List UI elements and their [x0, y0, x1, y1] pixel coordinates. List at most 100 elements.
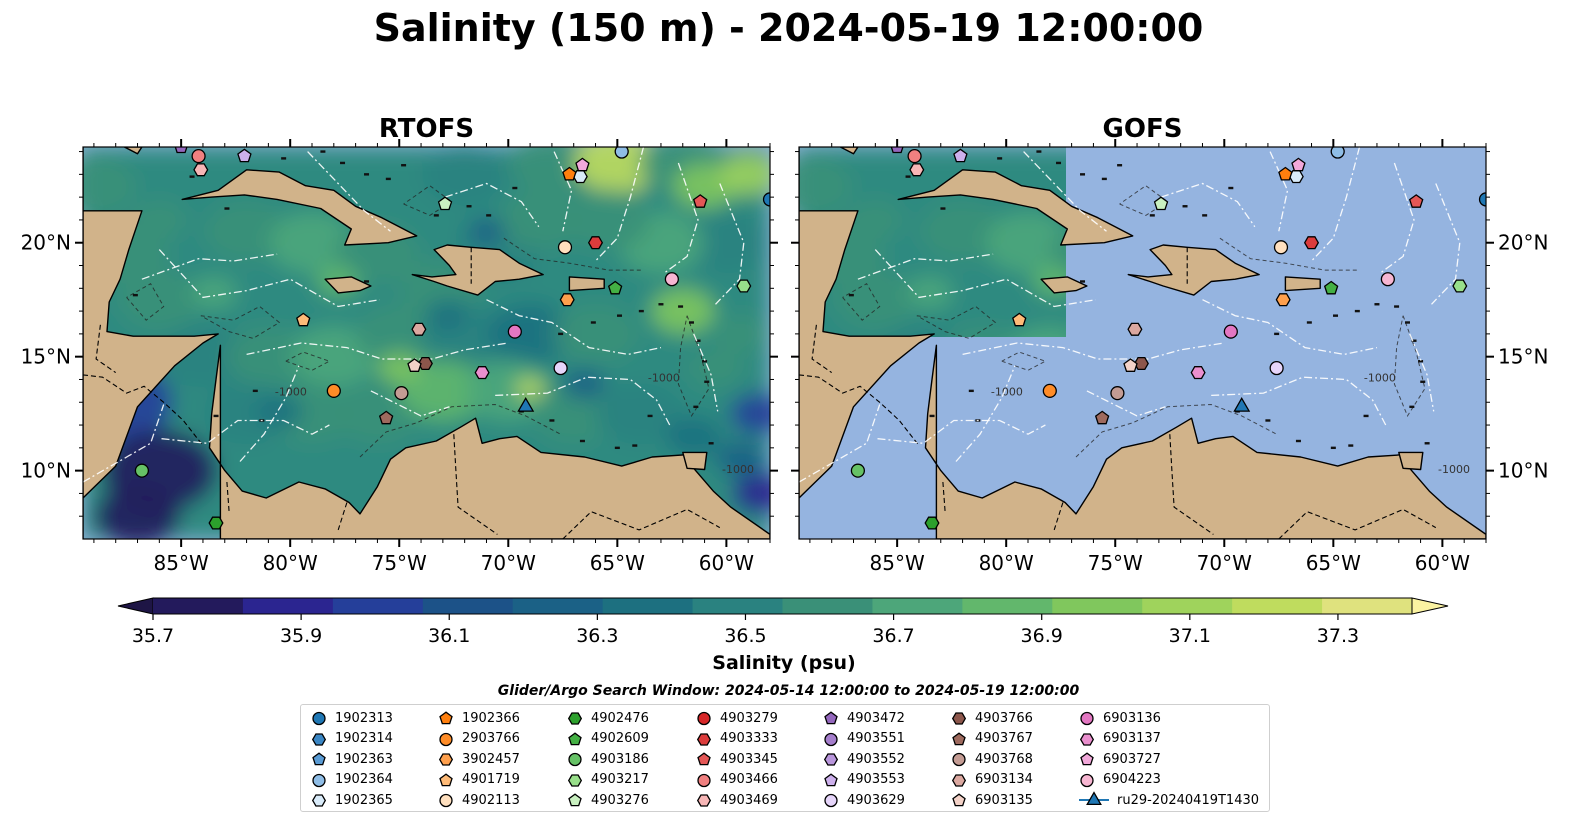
legend-marker — [312, 711, 326, 726]
legend-item-label: 1902314 — [335, 731, 393, 747]
marker-4903469 — [909, 163, 925, 177]
legend-item-label: 4901719 — [462, 772, 520, 788]
marker-2903766 — [326, 383, 341, 398]
pentagon-marker-icon — [952, 793, 966, 807]
legend-marker — [952, 753, 966, 767]
legend-marker — [567, 774, 583, 787]
marker-4903629 — [553, 360, 568, 376]
lon-tick-label: 80°W — [263, 551, 318, 575]
colorbar-segment — [512, 598, 604, 614]
hexagon-marker-icon — [438, 753, 454, 766]
legend-marker — [568, 753, 582, 767]
marker-1902364 — [614, 147, 629, 159]
marker-4903186 — [850, 463, 865, 478]
marker-6903134 — [411, 322, 427, 336]
legend-item-label: 4903768 — [975, 751, 1033, 767]
colorbar-segment — [1052, 598, 1143, 614]
pentagon-marker-icon — [1080, 752, 1094, 766]
legend-marker — [567, 712, 583, 725]
legend-item-label: 4902609 — [591, 731, 649, 747]
legend-marker — [824, 794, 838, 808]
pentagon-marker-icon — [697, 752, 711, 766]
legend-item: 4903276 — [567, 790, 649, 810]
legend-marker — [312, 773, 326, 787]
legend-item: 6903135 — [951, 790, 1033, 810]
legend-marker — [952, 731, 966, 745]
marker-6904223 — [664, 272, 679, 287]
marker-4902476 — [924, 516, 940, 530]
legend-marker — [439, 773, 453, 787]
colorbar-tick-label: 37.1 — [1169, 625, 1211, 647]
legend-item-label: ru29-20240419T1430 — [1117, 792, 1260, 808]
legend-item-label: 4903333 — [720, 731, 778, 747]
colorbar-under-extend — [117, 597, 154, 615]
lon-tick-label: 65°W — [1306, 551, 1361, 575]
legend-item: 6904223 — [1079, 770, 1161, 790]
contour-label: -1000 — [722, 463, 754, 476]
colorbar-tick-label: 36.7 — [872, 625, 914, 647]
legend-item-label: 1902364 — [335, 772, 393, 788]
marker-4903276 — [1153, 196, 1169, 211]
lon-tick-label: 60°W — [1415, 551, 1470, 575]
lat-tick-label: 15°N — [1498, 345, 1548, 369]
land — [799, 147, 1486, 539]
circle-marker-icon — [1080, 773, 1094, 787]
colorbar-tick-label: 35.7 — [132, 625, 174, 647]
legend-marker — [697, 773, 711, 787]
colorbar-tick-label: 36.1 — [428, 625, 470, 647]
colorbar-segment — [962, 598, 1053, 614]
colorbar-segment — [782, 598, 874, 614]
gofs-map-panel: -1000 -1000 -1000 85°W 80°W 75°W 70°W 65°W 60°W 1… — [791, 114, 1548, 575]
marker-4902476 — [208, 516, 224, 530]
legend-item: 1902363 — [311, 749, 393, 769]
legend-item: 6903134 — [951, 770, 1033, 790]
marker-6903135 — [407, 358, 422, 372]
eez-boundaries — [799, 147, 1461, 483]
marker-1902366 — [562, 166, 577, 181]
marker-4903553 — [953, 148, 968, 163]
legend-marker — [1080, 773, 1094, 787]
legend-marker — [311, 732, 327, 746]
lat-tick-label: 10°N — [1498, 459, 1548, 483]
marker-4903466 — [191, 149, 206, 164]
legend-item: 1902314 — [311, 729, 393, 749]
legend-item-label: 4903553 — [847, 772, 905, 788]
marker-6903136 — [1223, 324, 1238, 339]
marker-6903136 — [507, 324, 522, 339]
legend-item: 4903345 — [696, 749, 778, 769]
lon-tick-label: 80°W — [979, 551, 1034, 575]
legend-item: 4903552 — [823, 749, 905, 769]
lat-tick-label: 20°N — [1498, 231, 1548, 255]
legend-marker — [823, 753, 839, 766]
triangle-marker-icon — [1079, 791, 1109, 806]
hexagon-marker-icon — [951, 712, 967, 725]
marker-1902366 — [1278, 166, 1293, 181]
colorbar-tick-label: 36.9 — [1021, 625, 1063, 647]
float-markers — [850, 131, 1486, 530]
marker-1902364 — [1330, 147, 1345, 159]
legend-item-label: 1902365 — [335, 792, 393, 808]
legend-item-label: 2903766 — [462, 731, 520, 747]
legend-title: Glider/Argo Search Window: 2024-05-14 12… — [497, 683, 1080, 699]
legend-item: 1902365 — [311, 790, 393, 810]
colorbar-label: Salinity (psu) — [712, 652, 855, 674]
colorbar-segment — [872, 598, 963, 614]
legend-item-label: 6903134 — [975, 772, 1033, 788]
legend-marker — [951, 712, 967, 725]
legend-item: 4903553 — [823, 770, 905, 790]
marker-4901719 — [296, 312, 311, 327]
marker-3902457 — [559, 293, 575, 307]
colorbar-segment — [1232, 598, 1323, 614]
marker-ru29-20240419T1430 — [517, 396, 535, 412]
hexagon-marker-icon — [567, 712, 583, 725]
circle-marker-icon — [568, 753, 582, 767]
legend-item-label: 1902363 — [335, 751, 393, 767]
marker-4903472 — [890, 147, 904, 154]
lon-tick-label: 75°W — [1088, 551, 1143, 575]
legend-item: 4902476 — [567, 708, 649, 728]
marker-4903768 — [394, 386, 409, 401]
marker-4903553 — [237, 148, 252, 163]
marker-6903727 — [575, 157, 590, 172]
legend-marker — [1079, 732, 1095, 746]
marker-4903551 — [878, 131, 891, 144]
